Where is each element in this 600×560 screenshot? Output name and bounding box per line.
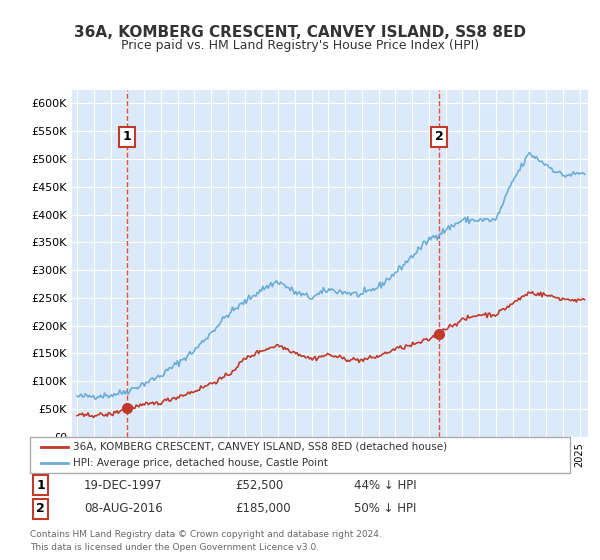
- Text: 1: 1: [122, 130, 131, 143]
- Text: 19-DEC-1997: 19-DEC-1997: [84, 479, 163, 492]
- Text: 44% ↓ HPI: 44% ↓ HPI: [354, 479, 416, 492]
- Text: 2: 2: [434, 130, 443, 143]
- Text: £52,500: £52,500: [235, 479, 283, 492]
- Text: HPI: Average price, detached house, Castle Point: HPI: Average price, detached house, Cast…: [73, 458, 328, 468]
- Text: 50% ↓ HPI: 50% ↓ HPI: [354, 502, 416, 515]
- Text: Contains HM Land Registry data © Crown copyright and database right 2024.
This d: Contains HM Land Registry data © Crown c…: [30, 530, 382, 552]
- Text: 36A, KOMBERG CRESCENT, CANVEY ISLAND, SS8 8ED: 36A, KOMBERG CRESCENT, CANVEY ISLAND, SS…: [74, 25, 526, 40]
- FancyBboxPatch shape: [30, 437, 570, 473]
- Text: 2: 2: [37, 502, 45, 515]
- Text: 36A, KOMBERG CRESCENT, CANVEY ISLAND, SS8 8ED (detached house): 36A, KOMBERG CRESCENT, CANVEY ISLAND, SS…: [73, 442, 448, 452]
- Text: £185,000: £185,000: [235, 502, 291, 515]
- Text: 08-AUG-2016: 08-AUG-2016: [84, 502, 163, 515]
- Text: Price paid vs. HM Land Registry's House Price Index (HPI): Price paid vs. HM Land Registry's House …: [121, 39, 479, 52]
- Text: 1: 1: [37, 479, 45, 492]
